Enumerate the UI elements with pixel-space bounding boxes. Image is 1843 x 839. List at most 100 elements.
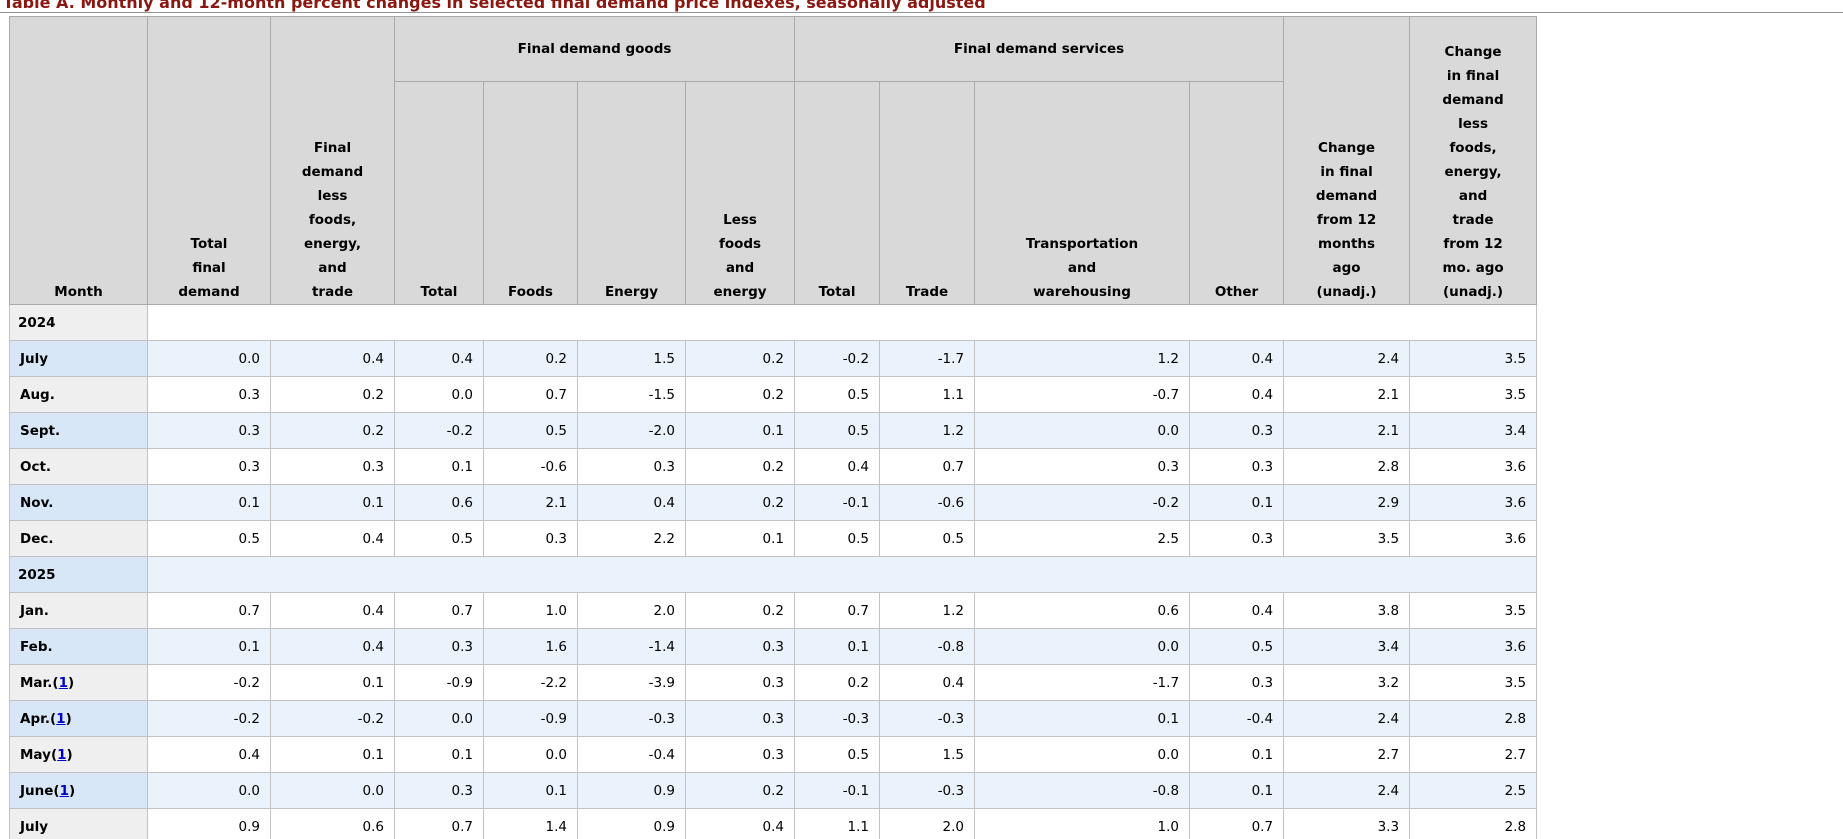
data-cell: 0.5 xyxy=(794,520,881,557)
data-cell: 1.2 xyxy=(879,592,976,629)
month-label-cell: Feb. xyxy=(9,628,148,665)
month-label-cell: May(1) xyxy=(9,736,148,773)
data-cell: 1.6 xyxy=(483,628,578,665)
year-row: 2024 xyxy=(9,304,1538,341)
data-cell: 0.1 xyxy=(147,628,271,665)
data-cell: -0.3 xyxy=(879,772,976,809)
month-row: May(1) 0.4 0.1 0.1 0.0 -0.4 0.3 0.5 1.5 0.0 0.1 2.7… xyxy=(9,736,1538,773)
data-cell: 0.1 xyxy=(974,700,1191,737)
data-cell: 0.5 xyxy=(1189,628,1285,665)
data-cell: 0.0 xyxy=(394,700,484,737)
data-cell: 0.0 xyxy=(147,340,271,377)
data-cell: 0.5 xyxy=(483,412,578,449)
data-cell: -1.7 xyxy=(879,340,976,377)
data-cell: 3.6 xyxy=(1409,484,1538,521)
data-cell: 2.4 xyxy=(1283,700,1411,737)
footnote-link[interactable]: 1 xyxy=(56,710,66,727)
month-row: Dec. 0.5 0.4 0.5 0.3 2.2 0.1 0.5 0.5 2.5 0.3 3.5 3.6 xyxy=(9,520,1538,557)
data-cell: 0.9 xyxy=(147,808,271,839)
data-cell: 0.7 xyxy=(1189,808,1285,839)
data-cell: 3.5 xyxy=(1409,664,1538,701)
data-cell: 0.1 xyxy=(684,412,796,449)
data-cell: 0.3 xyxy=(147,376,271,413)
data-cell: 2.4 xyxy=(1283,340,1411,377)
year-label-cell: 2025 xyxy=(9,556,148,593)
data-cell: 0.3 xyxy=(147,448,271,485)
data-cell: 2.9 xyxy=(1283,484,1411,521)
data-cell: 3.2 xyxy=(1283,664,1411,701)
data-cell: 3.8 xyxy=(1283,592,1411,629)
data-cell: 1.0 xyxy=(974,808,1191,839)
col-header-goods-foods: Foods xyxy=(483,81,578,305)
data-cell: 0.2 xyxy=(684,340,796,377)
col-header-goods-total: Total xyxy=(394,81,484,305)
data-cell: 3.5 xyxy=(1283,520,1411,557)
data-cell: 0.4 xyxy=(147,736,271,773)
data-cell: 0.7 xyxy=(794,592,881,629)
data-cell: 0.1 xyxy=(1189,772,1285,809)
data-cell: 0.5 xyxy=(794,736,881,773)
data-cell: 0.2 xyxy=(483,340,578,377)
data-cell: 0.0 xyxy=(147,772,271,809)
data-cell: 0.1 xyxy=(483,772,578,809)
month-row: Aug. 0.3 0.2 0.0 0.7 -1.5 0.2 0.5 1.1 -0.7 0.4 2.1 3… xyxy=(9,376,1538,413)
data-cell: -0.9 xyxy=(394,664,484,701)
data-cell: 2.0 xyxy=(879,808,976,839)
data-cell: 0.9 xyxy=(577,772,686,809)
data-cell: 0.7 xyxy=(483,376,578,413)
data-cell: 0.0 xyxy=(483,736,578,773)
data-cell: 0.2 xyxy=(684,592,796,629)
data-cell: 0.6 xyxy=(394,484,484,521)
month-row: July 0.0 0.4 0.4 0.2 1.5 0.2 -0.2 -1.7 1.2 0.4 2.4 3… xyxy=(9,340,1538,377)
footnote-link[interactable]: 1 xyxy=(59,782,69,799)
data-cell: -2.2 xyxy=(483,664,578,701)
data-cell: 0.3 xyxy=(147,412,271,449)
data-cell: 1.5 xyxy=(879,736,976,773)
data-cell: -3.9 xyxy=(577,664,686,701)
data-cell: 0.3 xyxy=(394,772,484,809)
data-cell: 0.1 xyxy=(394,448,484,485)
data-cell: 0.3 xyxy=(684,736,796,773)
data-cell: 0.5 xyxy=(879,520,976,557)
month-label-cell: Sept. xyxy=(9,412,148,449)
data-cell: 0.3 xyxy=(974,448,1191,485)
data-cell: 0.2 xyxy=(794,664,881,701)
col-header-services-total: Total xyxy=(794,81,881,305)
month-label-cell: July xyxy=(9,808,148,839)
data-cell: 0.4 xyxy=(394,340,484,377)
footnote-link[interactable]: 1 xyxy=(57,746,67,763)
month-label-cell: Jan. xyxy=(9,592,148,629)
data-cell: 0.1 xyxy=(394,736,484,773)
data-cell: 0.2 xyxy=(684,484,796,521)
page-title: Table A. Monthly and 12-month percent ch… xyxy=(0,0,1843,13)
data-cell: -0.2 xyxy=(394,412,484,449)
col-header-month: Month xyxy=(9,16,148,305)
data-cell: -0.2 xyxy=(147,664,271,701)
col-header-goods-less-foods-energy: Less foods and energy xyxy=(684,81,796,305)
data-cell: 0.0 xyxy=(270,772,395,809)
month-label-cell: Apr.(1) xyxy=(9,700,148,737)
data-cell: 0.4 xyxy=(270,628,395,665)
data-cell: 3.4 xyxy=(1409,412,1538,449)
data-cell: 0.5 xyxy=(794,412,881,449)
data-cell: 0.1 xyxy=(147,484,271,521)
data-cell: -0.4 xyxy=(577,736,686,773)
data-cell: 1.2 xyxy=(974,340,1191,377)
month-row: Jan. 0.7 0.4 0.7 1.0 2.0 0.2 0.7 1.2 0.6 0.4 3.8 3.5 xyxy=(9,592,1538,629)
footnote-link[interactable]: 1 xyxy=(58,674,68,691)
month-row: Feb. 0.1 0.4 0.3 1.6 -1.4 0.3 0.1 -0.8 0.0 0.5 3.4 3… xyxy=(9,628,1538,665)
data-cell: -0.8 xyxy=(879,628,976,665)
month-label-cell: Mar.(1) xyxy=(9,664,148,701)
data-cell: 2.0 xyxy=(577,592,686,629)
data-cell: 0.6 xyxy=(270,808,395,839)
data-cell: 0.0 xyxy=(974,628,1191,665)
data-cell: 0.3 xyxy=(1189,664,1285,701)
data-cell: 0.6 xyxy=(974,592,1191,629)
data-cell: -0.8 xyxy=(974,772,1191,809)
col-header-services-other: Other xyxy=(1189,81,1285,305)
data-cell: -0.9 xyxy=(483,700,578,737)
data-cell: 0.1 xyxy=(270,664,395,701)
month-row: Mar.(1) -0.2 0.1 -0.9 -2.2 -3.9 0.3 0.2 0.4 -1.7 0… xyxy=(9,664,1538,701)
col-header-goods-energy: Energy xyxy=(577,81,686,305)
data-cell: 3.5 xyxy=(1409,592,1538,629)
